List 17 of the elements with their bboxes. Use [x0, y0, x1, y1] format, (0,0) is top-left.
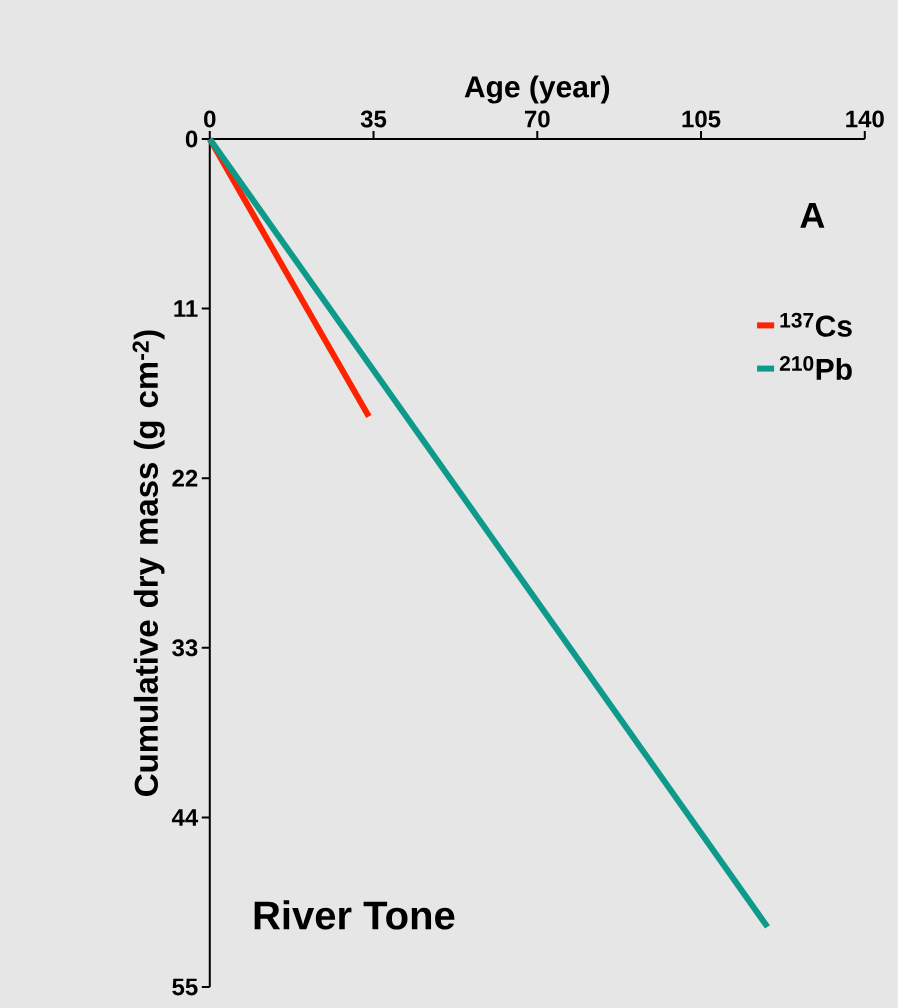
x-tick-label: 70	[525, 110, 550, 128]
annotation: River Tone	[254, 900, 455, 930]
x-tick-label: 35	[360, 110, 387, 128]
y-tick-label: 55	[172, 978, 198, 996]
x-tick-label: 140	[846, 110, 884, 128]
legend-label: $^{137}$Cs	[780, 312, 852, 337]
legend-label: $^{210}$Pb	[779, 356, 852, 380]
y-axis-title: Cumulative dry mass (g cm$^{-2}$)	[132, 330, 165, 796]
annotation: A	[800, 202, 825, 228]
x-axis-title: Age (year)	[464, 75, 610, 104]
x-tick-label: 0	[204, 110, 216, 128]
y-tick-label: 44	[172, 809, 199, 826]
y-tick-label: 0	[185, 130, 198, 148]
y-tick-label: 11	[174, 300, 198, 317]
y-tick-label: 22	[172, 469, 198, 487]
x-tick-label: 105	[682, 110, 721, 128]
y-tick-label: 33	[172, 639, 198, 657]
